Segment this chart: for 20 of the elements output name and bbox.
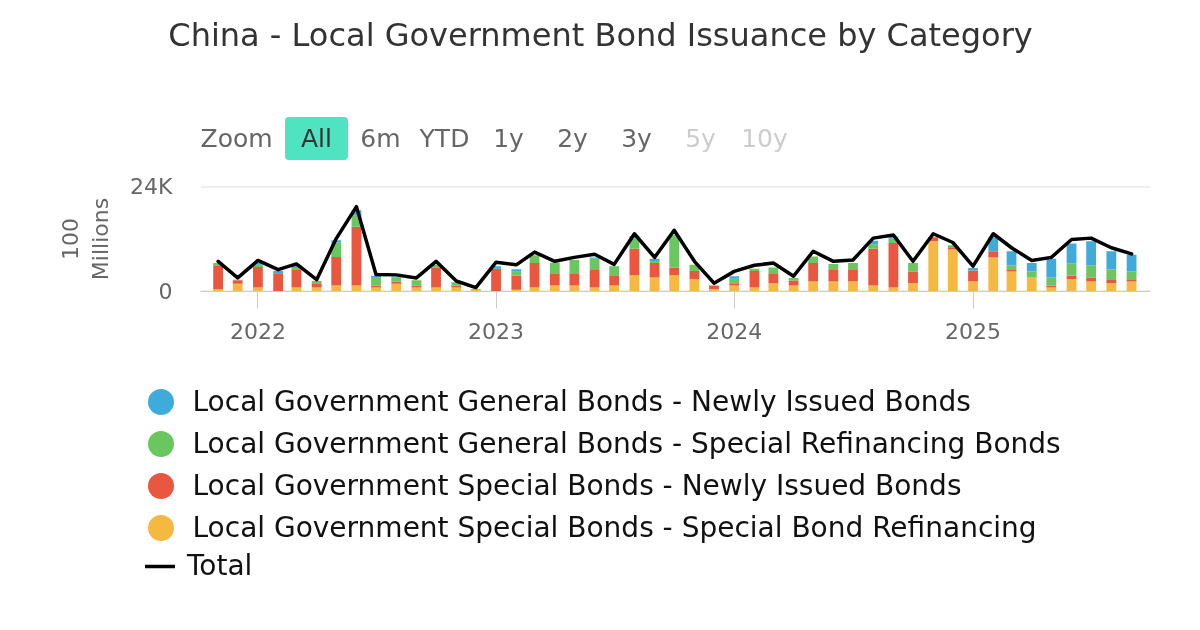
x-tick-label: 2022	[229, 318, 286, 344]
chart-title: China - Local Government Bond Issuance by Category	[168, 15, 1033, 54]
text: YTD	[418, 124, 470, 153]
text: 1y	[493, 124, 525, 153]
text: 2y	[557, 124, 589, 153]
legend-label: Local Government Special Bonds - Special Bond Refinancing	[192, 510, 1037, 544]
legend-label: Total	[187, 549, 253, 582]
x-tick-label: 2023	[468, 318, 525, 344]
x-tick-label: 2024	[706, 318, 763, 344]
text: 3y	[621, 124, 653, 153]
legend-label: Local Government General Bonds - Newly Issued Bonds	[192, 384, 971, 418]
text: All	[301, 124, 332, 153]
legend-label: Local Government General Bonds - Special Refinancing Bonds	[192, 426, 1061, 460]
legend-label: Local Government Special Bonds - Newly Issued Bonds	[192, 468, 962, 502]
text: Zoom	[200, 124, 273, 153]
y-tick-label: 24K	[130, 174, 174, 199]
y-axis-title: 100 Millions	[58, 197, 114, 281]
y-tick-label: 0	[158, 279, 173, 304]
x-tick-label: 2025	[945, 318, 1002, 344]
text: 6m	[360, 124, 401, 153]
